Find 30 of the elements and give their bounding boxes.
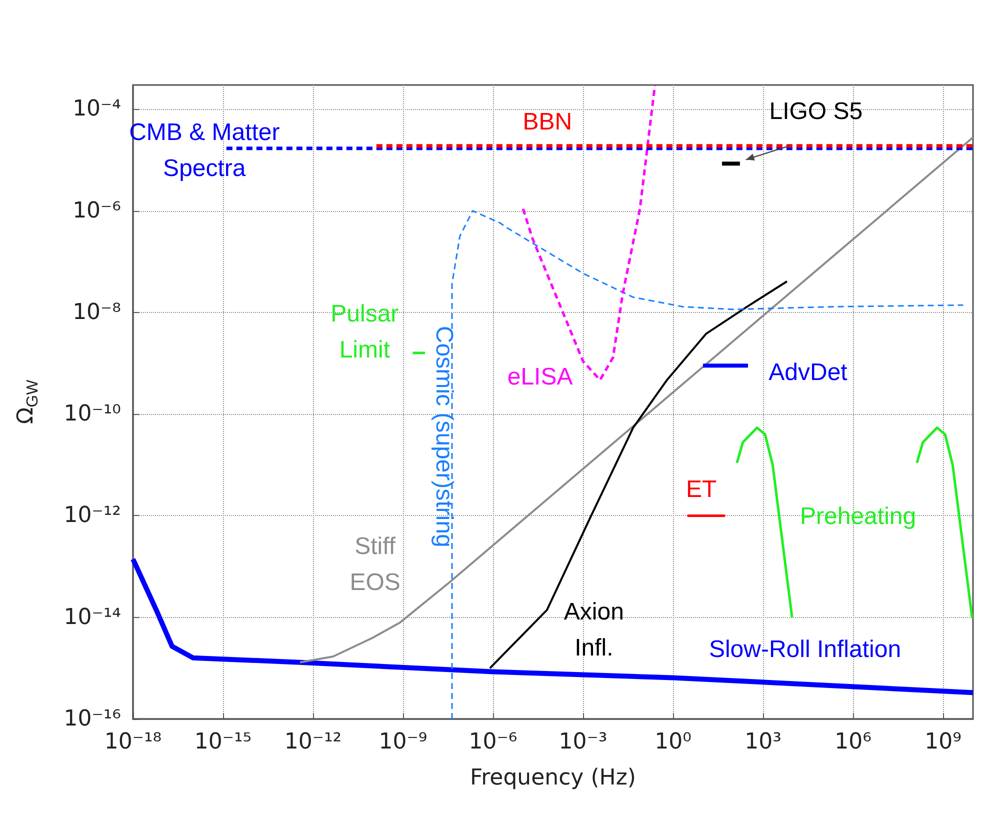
series-label: Pulsar Limit bbox=[330, 300, 399, 364]
x-tick-label: 10⁻³ bbox=[558, 730, 608, 754]
y-tick-label: 10⁻¹² bbox=[64, 503, 121, 528]
series-label: eLISA bbox=[507, 363, 573, 390]
y-axis-title: ΩGW bbox=[14, 378, 42, 424]
x-tick-label: 10⁹ bbox=[924, 730, 962, 754]
text: Cosmic (super)string bbox=[430, 326, 458, 548]
x-tick-label: 10⁻¹² bbox=[284, 730, 342, 754]
text: LIGO S5 bbox=[769, 98, 863, 126]
x-tick-label: 10⁻¹⁸ bbox=[104, 730, 162, 754]
series-label: Slow-Roll Inflation bbox=[708, 636, 902, 664]
series-label: ET bbox=[686, 476, 717, 504]
series-label: Axion Infl. bbox=[564, 598, 624, 662]
x-tick-label: 10⁻¹⁵ bbox=[194, 730, 252, 754]
x-axis-title: Frequency (Hz) bbox=[470, 766, 636, 790]
y-tick-label: 10⁻¹⁰ bbox=[64, 402, 122, 427]
x-tick-label: 10⁻⁹ bbox=[378, 730, 428, 754]
series-label: Preheating bbox=[800, 502, 916, 530]
y-tick-label: 10⁻⁸ bbox=[72, 300, 122, 325]
y-tick-label: 10⁻¹⁶ bbox=[64, 706, 122, 732]
x-tick-label: 10⁰ bbox=[654, 730, 692, 754]
series-label: AdvDet bbox=[768, 359, 848, 386]
y-tick-label: 10⁻¹⁴ bbox=[64, 604, 122, 630]
y-tick-label: 10⁻⁶ bbox=[72, 198, 122, 224]
x-tick-label: 10⁻⁶ bbox=[468, 730, 518, 754]
x-tick-label: 10⁶ bbox=[834, 730, 872, 754]
y-tick-label: 10⁻⁴ bbox=[72, 96, 122, 122]
series-label: BBN bbox=[522, 108, 572, 136]
series-label: Stiff EOS bbox=[350, 532, 400, 596]
x-tick-label: 10³ bbox=[744, 730, 782, 754]
